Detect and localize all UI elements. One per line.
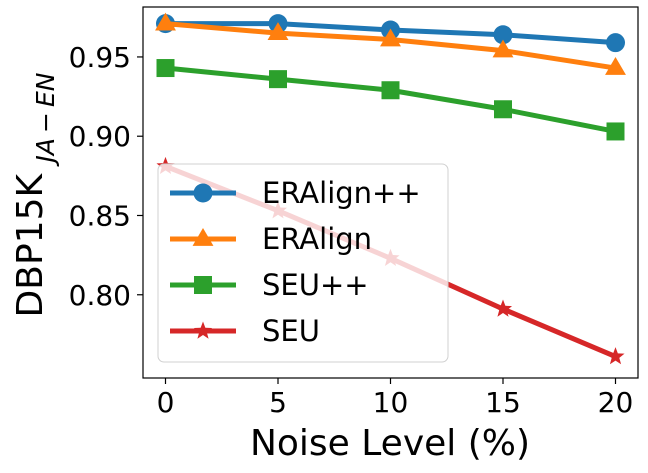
y-axis-label-subscript: JA − EN xyxy=(31,72,60,167)
legend-marker xyxy=(192,228,214,246)
x-tick-label: 15 xyxy=(485,386,521,419)
point-eralign xyxy=(267,22,289,40)
point-eralign xyxy=(155,12,176,31)
x-axis-label: Noise Level (%) xyxy=(250,423,530,464)
series-eralign xyxy=(155,12,626,75)
x-tick-label: 5 xyxy=(269,386,287,419)
point-seuplusplus xyxy=(494,100,512,119)
legend-frame xyxy=(157,163,449,363)
legend-item-seuplusplus: SEU++ xyxy=(170,268,369,302)
point-eralign xyxy=(380,28,401,47)
legend-label: SEU xyxy=(262,314,320,348)
y-tick-label: 0.90 xyxy=(69,120,131,153)
y-axis-label: DBP15K JA − EN xyxy=(10,72,60,317)
axis-labels: Noise Level (%) DBP15K JA − EN xyxy=(10,72,530,464)
point-seuplusplus xyxy=(269,70,287,89)
y-tick-label: 0.80 xyxy=(69,279,131,312)
y-tick-label: 0.85 xyxy=(69,199,131,232)
legend-marker xyxy=(193,321,213,339)
series-seuplusplus xyxy=(156,59,625,141)
legend: ERAlign++ ERAlign SEU++ SEU xyxy=(157,163,449,363)
legend-item-eralignplusplus: ERAlign++ xyxy=(170,176,421,210)
legend-item-seu: SEU xyxy=(170,314,320,348)
y-tick-label: 0.95 xyxy=(69,41,131,74)
axes-layer: 0 5 10 15 20 0.80 0.85 0.90 0.95 xyxy=(69,41,634,419)
legend-marker xyxy=(193,183,213,203)
point-seuplusplus xyxy=(381,81,400,100)
x-tick-label: 10 xyxy=(373,386,409,419)
point-seu xyxy=(493,299,513,317)
point-eralignplusplus xyxy=(606,33,625,53)
x-tick-label: 20 xyxy=(598,386,634,419)
legend-label: ERAlign++ xyxy=(262,176,421,210)
point-seuplusplus xyxy=(156,59,175,78)
x-tick-label: 0 xyxy=(157,386,175,419)
point-seu xyxy=(606,347,625,365)
point-eralignplusplus xyxy=(493,25,513,45)
series-line-seuplusplus xyxy=(163,65,618,134)
y-axis-label-main: DBP15K xyxy=(10,173,51,318)
legend-item-eralign: ERAlign xyxy=(170,222,372,256)
legend-label: ERAlign xyxy=(262,222,372,256)
point-seuplusplus xyxy=(606,122,625,141)
legend-marker xyxy=(194,276,212,294)
point-eralign xyxy=(605,57,626,75)
legend-label: SEU++ xyxy=(262,268,369,302)
point-eralign xyxy=(492,39,514,58)
